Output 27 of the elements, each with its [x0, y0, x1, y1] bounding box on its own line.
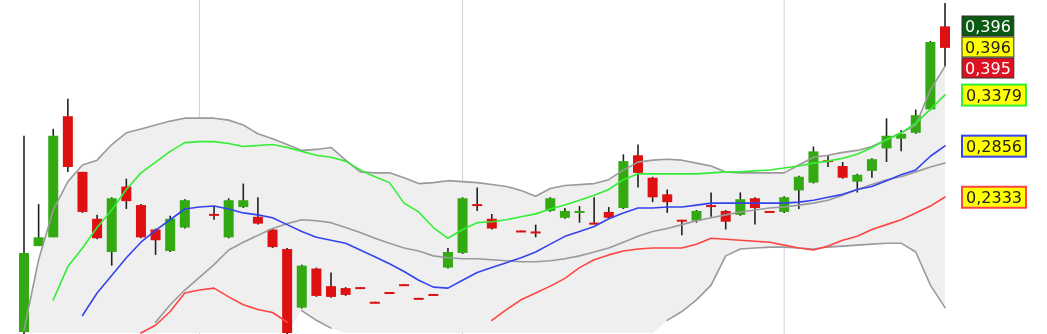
candlestick: [267, 227, 278, 249]
candlestick: [662, 188, 673, 214]
candlestick: [866, 157, 877, 179]
text: 0,395: [965, 58, 1011, 78]
y-tick-label: 0,2333: [966, 187, 1022, 207]
candlestick: [940, 2, 950, 68]
line-series: [52, 94, 946, 301]
candlestick: [326, 271, 336, 299]
candlestick: [252, 196, 263, 226]
candlestick: [852, 173, 863, 194]
line-series: [154, 162, 946, 324]
text: 0,396: [965, 16, 1011, 36]
text: 0,396: [965, 37, 1011, 57]
candlestick: [442, 247, 453, 270]
y-tick-label: 0,2856: [966, 136, 1022, 156]
candlestick: [706, 191, 717, 218]
candlestick: [633, 143, 643, 189]
candlestick: [472, 186, 483, 212]
candlestick: [209, 206, 220, 221]
line-series: [81, 145, 946, 317]
candlestick: [33, 203, 44, 247]
candlestick: [647, 175, 658, 203]
y-tick-label: 0,3379: [966, 85, 1022, 105]
candlestick: [676, 218, 687, 237]
candlestick: [793, 174, 804, 210]
candlestick: [238, 182, 249, 209]
candlestick: [896, 129, 907, 153]
